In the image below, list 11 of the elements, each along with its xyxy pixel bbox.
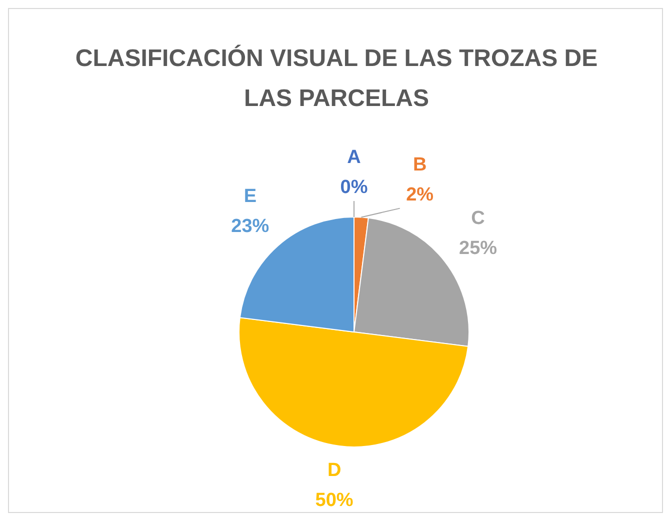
data-label: 23% xyxy=(231,216,270,238)
chart-title: CLASIFICACIÓN VISUAL DE LAS TROZAS DE LAS PARCELAS xyxy=(74,44,599,114)
slice-label: E xyxy=(244,186,257,208)
slice-label: B xyxy=(412,154,427,176)
text: 0% xyxy=(340,177,368,198)
slice-label: C xyxy=(471,208,486,229)
data-label: 25% xyxy=(459,238,498,259)
data-label: 2% xyxy=(406,184,434,206)
category-label: A xyxy=(347,147,361,168)
data-label: 50% xyxy=(315,490,354,511)
slice-label: D xyxy=(327,460,342,481)
